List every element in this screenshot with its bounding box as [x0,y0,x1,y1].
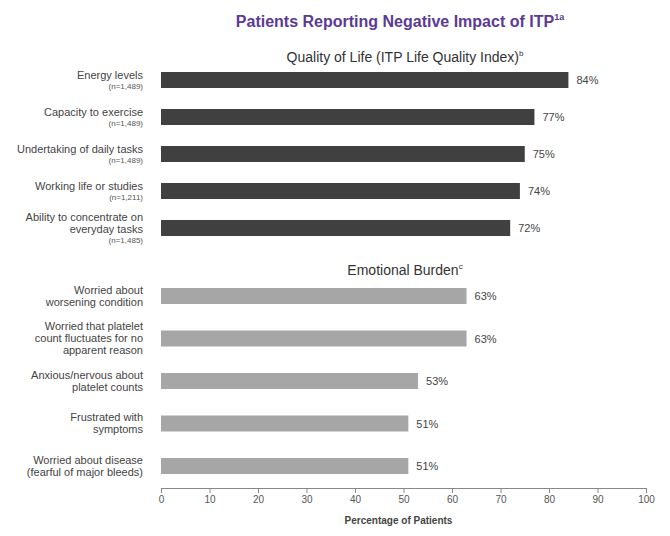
category-label: Frustrated with [70,411,143,423]
n-label: (n=1,489) [109,82,144,91]
category-label: Ability to concentrate on [26,211,143,223]
category-label: symptoms [93,423,144,435]
tick-label: 90 [592,494,604,505]
tick: 80 [544,488,556,505]
category-label: everyday tasks [70,223,144,235]
n-label: (n=1,211) [109,193,143,202]
axis-line [162,489,647,494]
title-superscript: 1a [554,12,565,22]
axis-title: Percentage of Patients [345,515,453,526]
data-label: 51% [416,460,438,472]
n-label: (n=1,485) [109,236,144,245]
tick: 0 [159,488,165,505]
tick-mark [258,488,259,493]
tick-label: 0 [159,494,165,505]
category-label: Worried that platelet [45,320,143,332]
n-label: (n=1,489) [109,156,144,165]
category-label: count fluctuates for no [35,332,143,344]
data-label: 63% [475,333,497,345]
tick-label: 80 [544,494,556,505]
tick: 90 [592,488,604,505]
category-label: platelet counts [72,381,143,393]
tick-label: 30 [301,494,313,505]
tick-label: 20 [253,494,265,505]
bar [161,331,467,347]
tick-label: 70 [495,494,507,505]
data-label: 53% [426,375,448,387]
tick: 100 [638,488,655,505]
chart: Patients Reporting Negative Impact of IT… [0,0,670,536]
tick: 10 [204,488,216,505]
category-label: Working life or studies [35,180,144,192]
category-label: Capacity to exercise [44,106,143,118]
tick-mark [404,488,405,493]
data-label: 84% [576,74,598,86]
category-label: Worried about disease [33,454,143,466]
category-label: (fearful of major bleeds) [27,466,143,478]
tick-label: 50 [398,494,410,505]
bars [161,72,568,474]
group-heading: Quality of Life (ITP Life Quality Index)… [287,49,524,65]
n-label: (n=1,489) [109,119,144,128]
group-heading-superscript: c [459,262,463,271]
data-label: 63% [475,290,497,302]
data-label: 51% [416,418,438,430]
bar [161,109,534,125]
data-label: 75% [533,148,555,160]
title: Patients Reporting Negative Impact of IT… [236,12,565,30]
tick: 30 [301,488,313,505]
bar [161,183,520,199]
bar [161,458,408,474]
group-heading-text: Quality of Life (ITP Life Quality Index) [287,49,519,65]
tick-label: 60 [447,494,459,505]
tick-mark [501,488,502,493]
tick: 70 [495,488,507,505]
category-label: apparent reason [63,344,143,356]
tick: 60 [447,488,459,505]
x-axis: 0 10 20 30 40 50 60 70 80 90 100 [159,488,656,505]
tick-mark [210,488,211,493]
category-label: Anxious/nervous about [31,369,143,381]
tick: 40 [350,488,362,505]
category-label: Undertaking of daily tasks [17,143,143,155]
bar [161,220,510,236]
tick-label: 40 [350,494,362,505]
tick-mark [646,488,647,493]
title-text: Patients Reporting Negative Impact of IT… [236,13,555,30]
tick-mark [598,488,599,493]
category-label: Energy levels [77,69,144,81]
tick: 50 [398,488,410,505]
bar [161,288,467,304]
tick-label: 10 [204,494,216,505]
tick: 20 [253,488,265,505]
tick-mark [549,488,550,493]
bar [161,416,408,432]
tick-mark [452,488,453,493]
labels: Quality of Life (ITP Life Quality Index)… [17,49,599,478]
data-label: 77% [542,111,564,123]
bar [161,373,418,389]
tick-mark [161,488,162,493]
bar [161,72,568,88]
tick-mark [307,488,308,493]
tick-mark [355,488,356,493]
group-heading: Emotional Burdenc [347,262,462,278]
group-heading-superscript: b [519,49,524,58]
category-label: Worried about [74,284,143,296]
data-label: 74% [528,185,550,197]
group-heading-text: Emotional Burden [347,262,458,278]
tick-label: 100 [638,494,655,505]
bar [161,146,525,162]
category-label: worsening condition [45,296,143,308]
data-label: 72% [518,222,540,234]
